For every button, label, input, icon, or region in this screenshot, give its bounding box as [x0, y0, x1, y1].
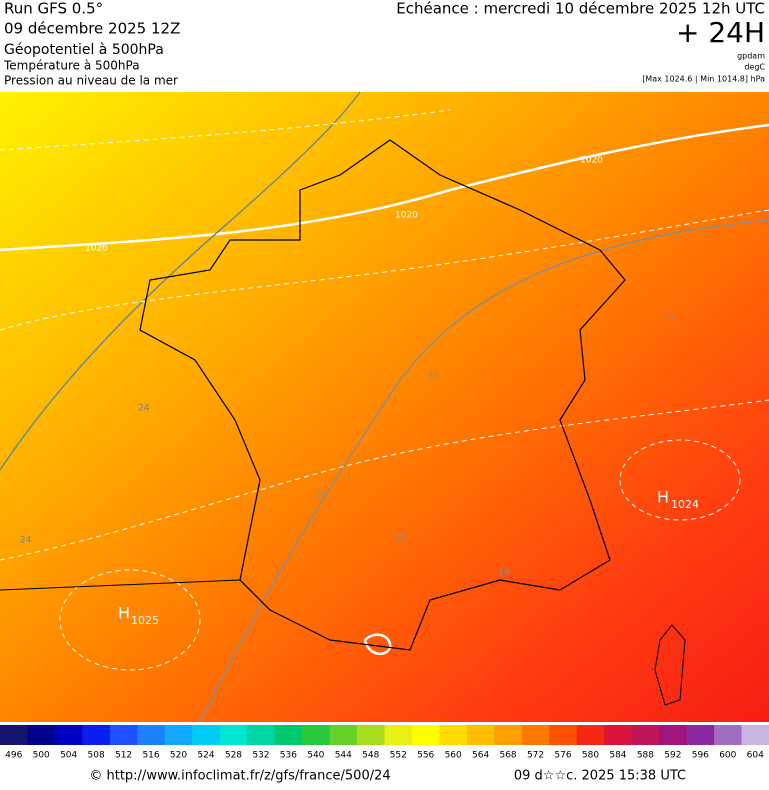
lead-time: + 24H — [676, 16, 765, 49]
scale-swatch — [247, 725, 276, 745]
scale-label: 572 — [527, 751, 544, 761]
scale-swatch — [659, 725, 688, 745]
scale-swatch — [604, 725, 633, 745]
scale-swatch — [0, 725, 28, 745]
isobar — [0, 109, 451, 151]
scale-label: 576 — [554, 751, 571, 761]
scale-swatch — [549, 725, 578, 745]
scale-swatch — [494, 725, 523, 745]
scale-swatch — [219, 725, 248, 745]
scale-label: 516 — [142, 751, 159, 761]
scale-swatch — [302, 725, 331, 745]
temperature-field — [0, 92, 769, 722]
date: 09 décembre 2025 12Z — [4, 20, 180, 38]
scale-label: 532 — [252, 751, 269, 761]
isobar — [0, 209, 769, 331]
scale-swatch — [714, 725, 743, 745]
scale-label: 592 — [664, 751, 681, 761]
scale-swatch — [27, 725, 56, 745]
echeance: Echéance : mercredi 10 décembre 2025 12h… — [396, 0, 765, 18]
scale-label: 560 — [445, 751, 462, 761]
scale-swatch — [357, 725, 385, 745]
scale-label: 520 — [170, 751, 187, 761]
country-outline — [139, 139, 626, 651]
isobar — [0, 123, 769, 252]
scale-swatch — [576, 725, 605, 745]
isobar-label: 1026 — [85, 244, 108, 254]
contour-label: 16 — [315, 491, 327, 501]
scale-label: 528 — [225, 751, 242, 761]
scale-swatch — [411, 725, 440, 745]
timestamp: 09 d☆☆c. 2025 15:38 UTC — [514, 769, 686, 784]
scale-swatch — [741, 725, 769, 745]
isobar — [0, 399, 769, 561]
high-letter: H — [657, 488, 669, 507]
scale-label: 500 — [33, 751, 50, 761]
layer: Géopotentiel à 500hPa — [4, 42, 164, 58]
color-scale: 496 500 504 508 512 516 520 524 528 532 536 540 544 5… — [0, 725, 769, 761]
scale-label: 544 — [335, 751, 352, 761]
scale-label: 524 — [197, 751, 214, 761]
scale-swatch — [274, 725, 303, 745]
scale-label: 564 — [472, 751, 489, 761]
isobar-label: 1020 — [395, 211, 418, 221]
layer: Température à 500hPa — [3, 59, 140, 73]
isobar — [59, 569, 201, 671]
contour-label: 16 — [428, 371, 440, 381]
scale-swatch — [164, 725, 193, 745]
run: Run GFS 0.5° — [4, 0, 103, 18]
unit: degC — [744, 63, 765, 72]
contour-label: 16 — [662, 311, 674, 321]
scale-swatch — [192, 725, 221, 745]
scale-swatch — [631, 725, 660, 745]
scale-label: 556 — [417, 751, 434, 761]
source-url: © http://www.infoclimat.fr/z/gfs/france/… — [89, 769, 390, 784]
contour-label: 16 — [498, 568, 510, 578]
contour-label: 16 — [395, 534, 407, 544]
scale-label: 508 — [88, 751, 105, 761]
layer: Pression au niveau de la mer — [4, 74, 178, 88]
scale-swatch — [384, 725, 413, 745]
scale-label: 552 — [390, 751, 407, 761]
high-value: 1024 — [671, 498, 699, 511]
isobar-label: 1020 — [580, 156, 603, 166]
scale-label: 496 — [5, 751, 22, 761]
contour-label: 24 — [20, 536, 32, 546]
scale-label: 568 — [499, 751, 516, 761]
unit: [Max 1024.6 | Min 1014.8] hPa — [642, 75, 765, 84]
scale-label: 548 — [362, 751, 379, 761]
scale-swatch — [686, 725, 715, 745]
unit: gpdam — [737, 52, 765, 61]
high-value: 1025 — [131, 614, 159, 627]
scale-swatch — [109, 725, 138, 745]
scale-label: 512 — [115, 751, 132, 761]
scale-swatch — [439, 725, 468, 745]
scale-label: 504 — [60, 751, 77, 761]
scale-swatch — [137, 725, 166, 745]
scale-label: 600 — [719, 751, 736, 761]
scale-label: 604 — [747, 751, 764, 761]
contour-label: 24 — [138, 404, 150, 414]
scale-swatch — [54, 725, 83, 745]
scale-swatch — [329, 725, 358, 745]
contour — [199, 219, 769, 723]
high-letter: H — [118, 604, 130, 623]
contour — [0, 91, 361, 471]
map: 1026 1020 1020 24 24 16 16 16 16 16 H 10… — [0, 91, 769, 723]
corsica — [654, 624, 686, 706]
scale-label: 584 — [609, 751, 626, 761]
scale-label: 596 — [692, 751, 709, 761]
scale-swatch — [521, 725, 550, 745]
scale-swatch — [82, 725, 111, 745]
isobar — [619, 439, 741, 521]
scale-swatch — [466, 725, 495, 745]
scale-label: 588 — [637, 751, 654, 761]
scale-label: 580 — [582, 751, 599, 761]
scale-label: 536 — [280, 751, 297, 761]
scale-label: 540 — [307, 751, 324, 761]
coastline — [0, 579, 241, 591]
